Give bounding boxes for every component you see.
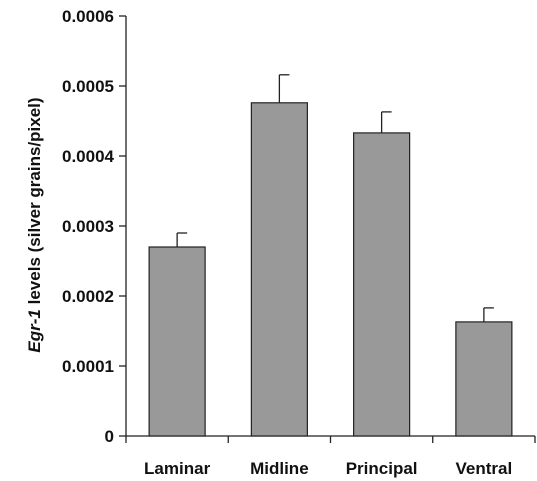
y-tick-label: 0.0003 — [62, 217, 114, 236]
category-label-principal: Principal — [346, 459, 418, 478]
y-axis — [119, 15, 127, 437]
y-tick-label: 0.0005 — [62, 77, 114, 96]
y-tick-label: 0.0001 — [62, 357, 114, 376]
error-bars — [176, 74, 494, 322]
x-axis — [125, 435, 536, 443]
y-axis-title-rest: levels (silver grains/pixel) — [25, 97, 44, 309]
y-tick-label: 0 — [105, 427, 114, 446]
category-labels: Laminar Midline Principal Ventral — [144, 459, 512, 478]
category-label-laminar: Laminar — [144, 459, 211, 478]
bar-midline — [250, 102, 308, 437]
y-tick-label: 0.0006 — [62, 7, 114, 26]
bar-laminar — [148, 246, 206, 437]
y-axis-title-gene: Egr-1 — [25, 309, 44, 352]
y-axis-title: Egr-1 levels (silver grains/pixel) — [25, 97, 44, 352]
bars — [148, 102, 513, 437]
y-tick-labels: 0 0.0001 0.0002 0.0003 0.0004 0.0005 0.0006 — [62, 7, 115, 446]
bar-principal — [353, 132, 411, 437]
category-label-midline: Midline — [250, 459, 309, 478]
y-tick-label: 0.0002 — [62, 287, 114, 306]
category-label-ventral: Ventral — [456, 459, 513, 478]
bar-ventral — [455, 321, 513, 437]
y-tick-label: 0.0004 — [62, 147, 115, 166]
